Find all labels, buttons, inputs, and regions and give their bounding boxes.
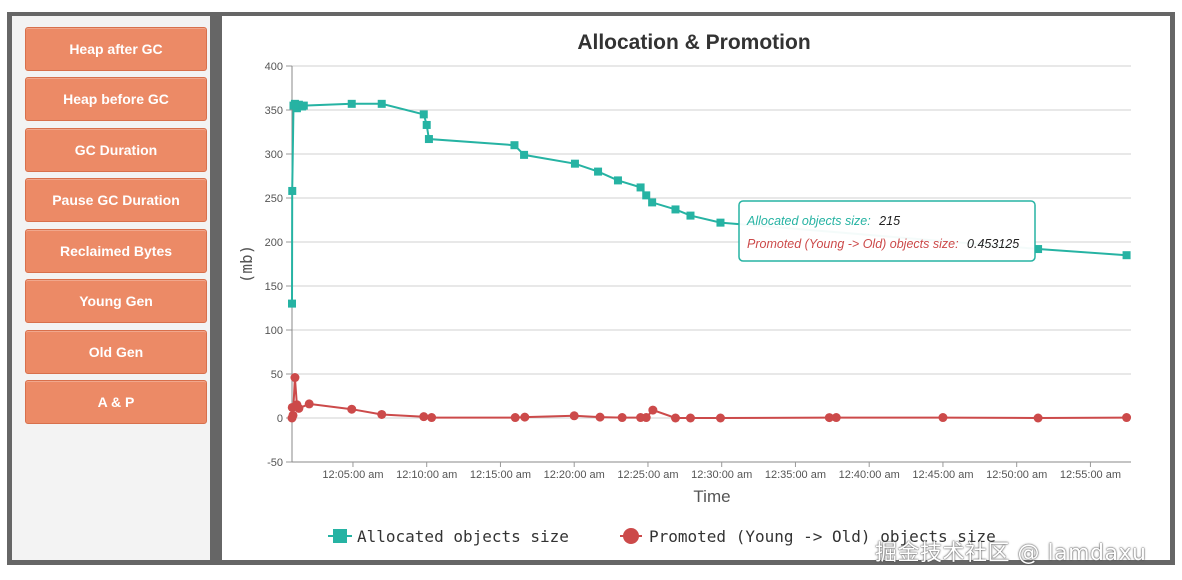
x-tick-label: 12:35:00 am bbox=[765, 469, 826, 481]
promoted-point bbox=[1122, 413, 1132, 423]
allocated-point bbox=[594, 167, 603, 176]
allocated-point bbox=[686, 211, 695, 220]
promoted-point bbox=[670, 413, 680, 423]
promoted-line bbox=[291, 377, 1127, 420]
x-tick-label: 12:15:00 am bbox=[470, 469, 531, 481]
allocated-point bbox=[299, 101, 308, 110]
promoted-point bbox=[715, 413, 725, 423]
y-tick-label: 150 bbox=[265, 281, 283, 293]
promoted-point bbox=[520, 412, 530, 422]
y-axis-label: (mb) bbox=[237, 245, 256, 284]
svg-text:Promoted (Young -> Old) object: Promoted (Young -> Old) objects size: 0.… bbox=[747, 237, 1019, 251]
x-tick-label: 12:40:00 am bbox=[839, 469, 900, 481]
heap-after-gc-button[interactable]: Heap after GC bbox=[25, 27, 207, 71]
allocated-point bbox=[424, 135, 433, 144]
tooltip-allocated-value: 215 bbox=[878, 214, 900, 228]
y-tick-label: 250 bbox=[265, 193, 283, 205]
allocated-point bbox=[288, 186, 297, 195]
allocated-point bbox=[570, 159, 579, 168]
old-gen-button[interactable]: Old Gen bbox=[25, 330, 207, 374]
promoted-point bbox=[641, 413, 651, 423]
y-tick-label: 100 bbox=[265, 325, 283, 337]
sidebar: Heap after GC Heap before GC GC Duration… bbox=[12, 16, 210, 560]
y-tick-label: 0 bbox=[277, 413, 283, 425]
legend-allocated-label[interactable]: Allocated objects size bbox=[357, 527, 569, 546]
promoted-point bbox=[685, 413, 695, 423]
promoted-point bbox=[1033, 413, 1043, 423]
tooltip-allocated-label: Allocated objects size: bbox=[746, 214, 871, 228]
y-tick-label: 300 bbox=[265, 149, 283, 161]
x-tick-label: 12:50:00 am bbox=[986, 469, 1047, 481]
promoted-point bbox=[648, 405, 658, 415]
pause-gc-duration-button[interactable]: Pause GC Duration bbox=[25, 178, 207, 222]
promoted-point bbox=[304, 399, 314, 409]
x-tick-label: 12:45:00 am bbox=[912, 469, 973, 481]
promoted-point bbox=[347, 404, 357, 414]
reclaimed-bytes-button[interactable]: Reclaimed Bytes bbox=[25, 229, 207, 273]
promoted-point bbox=[938, 413, 948, 423]
allocated-point bbox=[716, 218, 725, 227]
y-tick-label: 200 bbox=[265, 237, 283, 249]
x-tick-label: 12:25:00 am bbox=[617, 469, 678, 481]
promoted-point bbox=[377, 409, 387, 419]
x-tick-label: 12:30:00 am bbox=[691, 469, 752, 481]
promoted-point bbox=[419, 412, 429, 422]
promoted-point bbox=[824, 413, 834, 423]
promoted-point bbox=[288, 410, 298, 420]
allocated-point bbox=[1122, 251, 1131, 260]
x-axis-label: Time bbox=[693, 487, 730, 506]
y-tick-label: 350 bbox=[265, 105, 283, 117]
tooltip-promoted-label: Promoted (Young -> Old) objects size: bbox=[747, 237, 959, 251]
y-tick-label: 400 bbox=[265, 61, 283, 73]
svg-text:Allocated objects size:: Allocated objects size: 215 bbox=[746, 214, 900, 228]
watermark: 掘金技术社区 @ lamdaxu bbox=[875, 541, 1147, 566]
allocated-point bbox=[377, 99, 386, 108]
allocated-point bbox=[520, 150, 529, 159]
chart-legend: Allocated objects size Promoted (Young -… bbox=[328, 527, 996, 546]
x-tick-label: 12:10:00 am bbox=[396, 469, 457, 481]
x-tick-label: 12:20:00 am bbox=[544, 469, 605, 481]
promoted-point bbox=[427, 413, 437, 423]
promoted-point bbox=[569, 411, 579, 421]
allocated-point bbox=[422, 120, 431, 129]
promoted-point bbox=[294, 403, 304, 413]
promoted-point bbox=[831, 413, 841, 423]
allocated-point bbox=[648, 198, 657, 207]
heap-before-gc-button[interactable]: Heap before GC bbox=[25, 77, 207, 121]
tooltip-promoted-value: 0.453125 bbox=[967, 237, 1019, 251]
promoted-point bbox=[617, 413, 627, 423]
allocated-point bbox=[613, 176, 622, 185]
chart-tooltip: Allocated objects size: 215 Promoted (Yo… bbox=[738, 200, 1036, 262]
y-tick-label: 50 bbox=[271, 369, 283, 381]
allocated-point bbox=[642, 191, 651, 200]
a-and-p-button[interactable]: A & P bbox=[25, 380, 207, 424]
allocated-point bbox=[419, 110, 428, 119]
legend-promoted-label[interactable]: Promoted (Young -> Old) objects size bbox=[649, 527, 996, 546]
allocated-point bbox=[1034, 245, 1043, 254]
allocated-point bbox=[347, 99, 356, 108]
allocated-point bbox=[510, 141, 519, 150]
promoted-point bbox=[510, 413, 520, 423]
x-tick-label: 12:05:00 am bbox=[322, 469, 383, 481]
gc-duration-button[interactable]: GC Duration bbox=[25, 128, 207, 172]
chart-title: Allocation & Promotion bbox=[577, 31, 810, 54]
young-gen-button[interactable]: Young Gen bbox=[25, 279, 207, 323]
allocated-point bbox=[636, 183, 645, 192]
allocated-point bbox=[288, 299, 296, 308]
x-tick-label: 12:55:00 am bbox=[1060, 469, 1121, 481]
promoted-point bbox=[290, 373, 300, 383]
y-tick-label: -50 bbox=[267, 457, 283, 469]
promoted-point bbox=[595, 412, 605, 422]
allocated-point bbox=[671, 205, 680, 214]
